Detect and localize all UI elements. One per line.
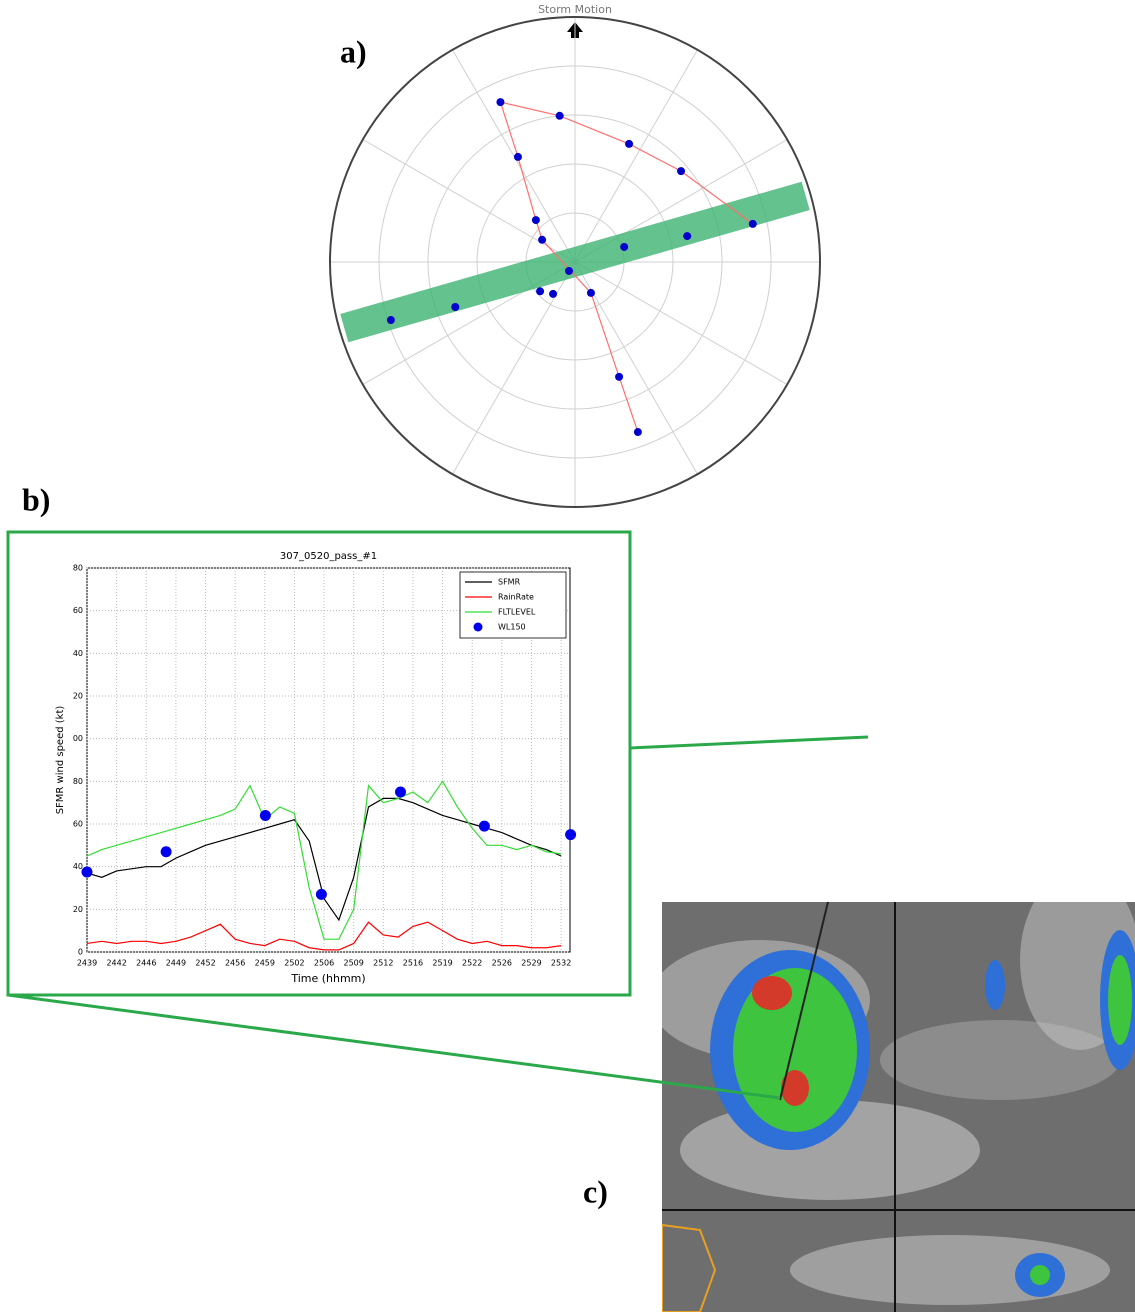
satellite-image	[662, 902, 1135, 1312]
point	[677, 167, 686, 176]
x-tick-label: 2456	[225, 959, 245, 968]
point	[565, 266, 574, 275]
point	[625, 139, 634, 148]
chart-title: 307_0520_pass_#1	[280, 551, 377, 562]
fit-band	[340, 181, 810, 343]
spoke	[452, 49, 576, 263]
line-chart: 307_0520_pass_#1 Time (hhmm) SFMR wind spe…	[55, 551, 577, 985]
point	[531, 216, 540, 225]
x-tick-label: 2532	[551, 959, 571, 968]
point	[538, 235, 547, 244]
spoke	[574, 49, 698, 263]
y-tick-label: 40	[73, 649, 83, 658]
ring	[476, 163, 674, 361]
point	[633, 428, 642, 437]
point	[496, 98, 505, 107]
x-tick-label: 2452	[195, 959, 215, 968]
y-tick-label: 40	[73, 862, 83, 871]
y-tick-label: 80	[73, 777, 83, 786]
polar-chart: Storm Motion	[329, 3, 821, 508]
point	[536, 287, 545, 296]
x-tick-label: 2509	[344, 959, 364, 968]
legend-label: SFMR	[498, 578, 521, 587]
x-tick-label: 2519	[432, 959, 452, 968]
x-tick-label: 2439	[77, 959, 97, 968]
spoke	[574, 261, 698, 475]
point	[748, 219, 757, 228]
y-tick-label: 60	[73, 820, 83, 829]
x-tick-label: 2459	[255, 959, 275, 968]
x-tick-label: 2449	[166, 959, 186, 968]
point	[451, 302, 460, 311]
marker	[81, 866, 93, 878]
panel-label: a)	[340, 33, 367, 69]
marker	[160, 846, 172, 858]
y-tick-label: 0	[78, 948, 83, 957]
x-tick-label: 2502	[284, 959, 304, 968]
y-tick-label: 60	[73, 606, 83, 615]
x-tick-label: 2512	[373, 959, 393, 968]
y-axis-label: SFMR wind speed (kt)	[55, 706, 66, 815]
ring	[427, 114, 723, 410]
x-tick-label: 2526	[492, 959, 512, 968]
x-tick-label: 2506	[314, 959, 334, 968]
panel-label: c)	[583, 1173, 608, 1209]
point	[555, 111, 564, 120]
point	[586, 288, 595, 297]
x-axis-label: Time (hhmm)	[290, 972, 365, 985]
point	[615, 372, 624, 381]
marker	[478, 820, 490, 832]
legend-marker	[473, 622, 483, 632]
marker	[315, 888, 327, 900]
x-tick-label: 2446	[136, 959, 156, 968]
point	[683, 232, 692, 241]
x-tick-label: 2522	[462, 959, 482, 968]
legend-label: FLTLEVEL	[498, 608, 536, 617]
connector	[7, 993, 781, 1100]
ring	[378, 65, 772, 459]
series-line	[86, 780, 562, 940]
marker	[565, 829, 577, 841]
y-tick-label: 00	[73, 734, 83, 743]
series-line	[86, 921, 562, 951]
y-tick-label: 20	[73, 692, 83, 701]
legend-label: WL150	[498, 623, 526, 632]
spoke	[574, 261, 788, 385]
x-tick-label: 2516	[403, 959, 423, 968]
y-tick-label: 80	[73, 564, 83, 573]
point	[549, 289, 558, 298]
y-tick-label: 20	[73, 905, 83, 914]
connector	[629, 735, 869, 750]
point	[513, 152, 522, 161]
marker	[259, 809, 271, 821]
point	[620, 242, 629, 251]
chart-title: Storm Motion	[538, 3, 612, 16]
x-tick-label: 2442	[106, 959, 126, 968]
marker	[395, 786, 407, 798]
x-tick-label: 2529	[521, 959, 541, 968]
legend-label: RainRate	[498, 593, 534, 602]
outer-ring	[329, 16, 821, 508]
panel-label: b)	[22, 481, 50, 517]
point	[386, 316, 395, 325]
